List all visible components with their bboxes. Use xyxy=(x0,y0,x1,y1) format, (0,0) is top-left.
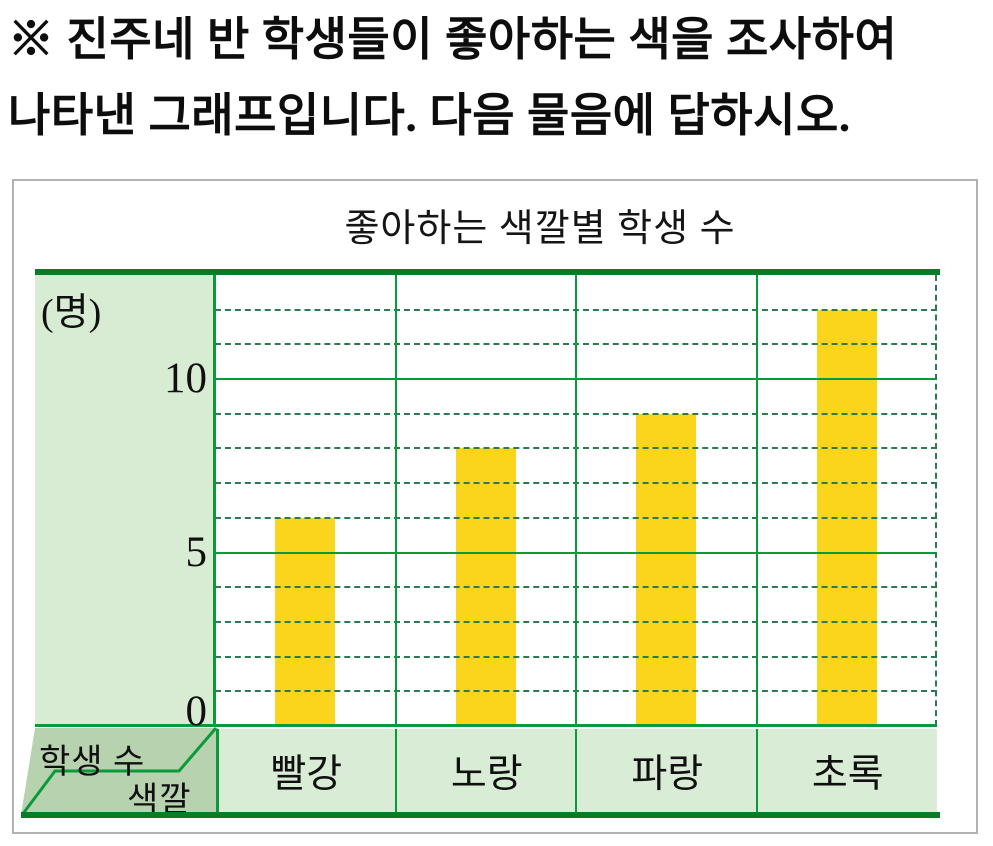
category-separator-1 xyxy=(394,729,397,812)
chart-top-border xyxy=(35,269,940,275)
instruction-line-2: 나타낸 그래프입니다. 다음 물음에 답하시오. xyxy=(8,90,851,141)
chart-card: 좋아하는 색깔별 학생 수 학생 수 색깔 (명) 10 5 0 빨강 노랑 파랑 초록 xyxy=(12,179,978,834)
chart-bottom-border xyxy=(21,812,940,818)
table-corner-cell xyxy=(21,727,218,816)
bar-파랑 xyxy=(636,413,697,726)
x-axis-line xyxy=(35,724,937,727)
corner-row-header: 학생 수 xyxy=(39,744,146,781)
y-tick-label-10: 10 xyxy=(164,355,207,403)
plot-right-dashed-edge xyxy=(935,275,937,726)
y-axis-panel xyxy=(35,275,215,726)
column-separator-2 xyxy=(575,275,577,726)
category-label-빨강: 빨강 xyxy=(270,752,343,796)
category-label-파랑: 파랑 xyxy=(631,752,704,796)
category-separator-2 xyxy=(575,729,577,812)
y-tick-label-0: 0 xyxy=(185,688,208,735)
instruction-line-1: ※ 진주네 반 학생들이 좋아하는 색을 조사하여 xyxy=(8,14,898,65)
x-axis-category-row xyxy=(218,729,937,812)
corner-cell-right-edge xyxy=(216,729,219,812)
column-separator-3 xyxy=(755,275,758,726)
category-label-노랑: 노랑 xyxy=(450,752,523,796)
bar-chart: 학생 수 색깔 (명) 10 5 0 빨강 노랑 파랑 초록 xyxy=(21,269,940,819)
y-tick-label-5: 5 xyxy=(185,528,208,576)
chart-title: 좋아하는 색깔별 학생 수 xyxy=(344,208,736,250)
corner-diagonal-divider xyxy=(21,727,218,816)
category-label-초록: 초록 xyxy=(811,752,884,796)
category-separator-3 xyxy=(755,729,758,812)
column-separator-1 xyxy=(394,275,397,726)
y-axis-line xyxy=(213,275,216,727)
y-axis-unit-label: (명) xyxy=(41,292,102,334)
instruction-text: ※ 진주네 반 학생들이 좋아하는 색을 조사하여 나타낸 그래프입니다. 다음… xyxy=(8,2,988,154)
